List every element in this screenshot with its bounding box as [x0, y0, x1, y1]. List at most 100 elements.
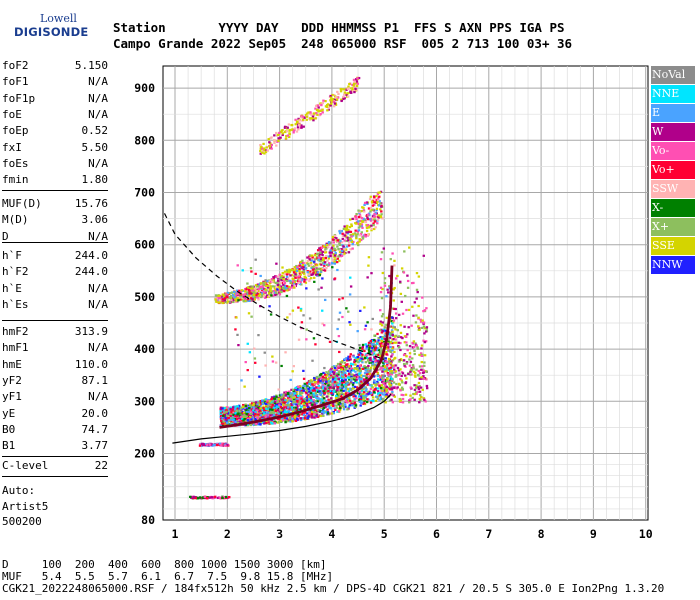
echo-point [238, 408, 241, 411]
echo-point [393, 307, 396, 311]
echo-point [385, 344, 388, 347]
echo-point [300, 405, 303, 408]
MUF-curve-line [163, 213, 385, 361]
echo-point [266, 400, 269, 403]
echo-point [331, 380, 334, 383]
echo-point [344, 405, 347, 408]
echo-point [353, 377, 356, 381]
echo-point [296, 126, 300, 129]
echo-point [337, 92, 340, 96]
echo-point [376, 387, 380, 390]
echo-point [272, 406, 276, 410]
echo-point [363, 210, 366, 213]
echo-point [331, 238, 335, 241]
echo-point [225, 294, 229, 297]
echo-point [275, 405, 279, 408]
echo-point [257, 334, 260, 337]
echo-point [343, 371, 346, 374]
echo-point [399, 280, 402, 283]
echo-point [338, 392, 341, 395]
echo-point [410, 367, 414, 370]
echo-point [380, 366, 383, 369]
echo-point [324, 382, 327, 386]
echo-point [208, 496, 212, 499]
echo-point [226, 406, 229, 409]
echo-point [422, 377, 426, 380]
echo-point [344, 387, 348, 390]
echo-point [263, 412, 266, 415]
echo-point [303, 261, 307, 265]
echo-point [245, 417, 248, 420]
echo-point [387, 291, 390, 294]
echo-point [323, 366, 326, 370]
echo-point [401, 372, 405, 375]
echo-point [364, 324, 368, 327]
echo-point [284, 287, 288, 290]
echo-point [298, 387, 301, 390]
echo-point [344, 378, 347, 381]
echo-point [293, 392, 297, 395]
echo-point [360, 378, 363, 381]
echo-point [372, 352, 376, 355]
echo-point [350, 240, 354, 244]
echo-point [302, 377, 306, 380]
echo-point [291, 393, 294, 396]
echo-point [336, 245, 339, 248]
echo-point [347, 370, 351, 373]
echo-point [414, 342, 417, 345]
echo-point [415, 297, 418, 300]
echo-point [385, 385, 389, 388]
param-name: foF1p [2, 91, 36, 105]
logo-digisonde-text: DIGISONDE [14, 25, 89, 39]
echo-point [313, 403, 316, 406]
echo-point [376, 222, 379, 225]
echo-point [366, 223, 370, 227]
echo-point [250, 287, 253, 290]
echo-point [307, 387, 310, 391]
echo-point [344, 385, 348, 388]
echo-point [308, 382, 311, 385]
echo-point [255, 408, 259, 411]
echo-point [417, 390, 420, 393]
echo-point [311, 266, 315, 269]
echo-point [388, 332, 391, 335]
echo-point [369, 210, 372, 213]
echo-point [317, 384, 321, 388]
echo-point [235, 418, 239, 422]
echo-point [360, 217, 364, 220]
echo-point [279, 281, 282, 285]
echo-point [299, 307, 303, 311]
echo-point [262, 142, 265, 146]
echo-point [263, 152, 266, 155]
echo-point [413, 301, 417, 304]
echo-point [412, 367, 415, 370]
echo-point [270, 147, 273, 150]
echo-point [347, 230, 350, 234]
echo-point [338, 401, 341, 404]
echo-point [369, 368, 372, 371]
echo-point [338, 382, 342, 385]
echo-point [345, 93, 349, 97]
echo-point [257, 289, 260, 293]
echo-point [266, 414, 269, 417]
echo-point [413, 398, 416, 401]
echo-point [224, 300, 227, 304]
echo-point [383, 277, 387, 280]
echo-point [358, 359, 362, 362]
echo-point [203, 495, 207, 498]
echo-point [285, 273, 289, 276]
echo-point [255, 294, 258, 297]
echo-point [368, 374, 372, 378]
echo-point [358, 213, 362, 216]
echo-point [345, 88, 348, 91]
footer-info: D 100 200 400 600 800 1000 1500 3000 [km… [2, 559, 664, 595]
echo-point [268, 400, 272, 403]
echo-point [365, 372, 369, 376]
echo-point [242, 299, 245, 303]
echo-point [332, 412, 335, 415]
param-name: fmin [2, 173, 29, 187]
echo-point [340, 229, 343, 233]
echo-point [331, 235, 335, 239]
echo-point [272, 289, 275, 293]
echo-point [277, 397, 280, 401]
